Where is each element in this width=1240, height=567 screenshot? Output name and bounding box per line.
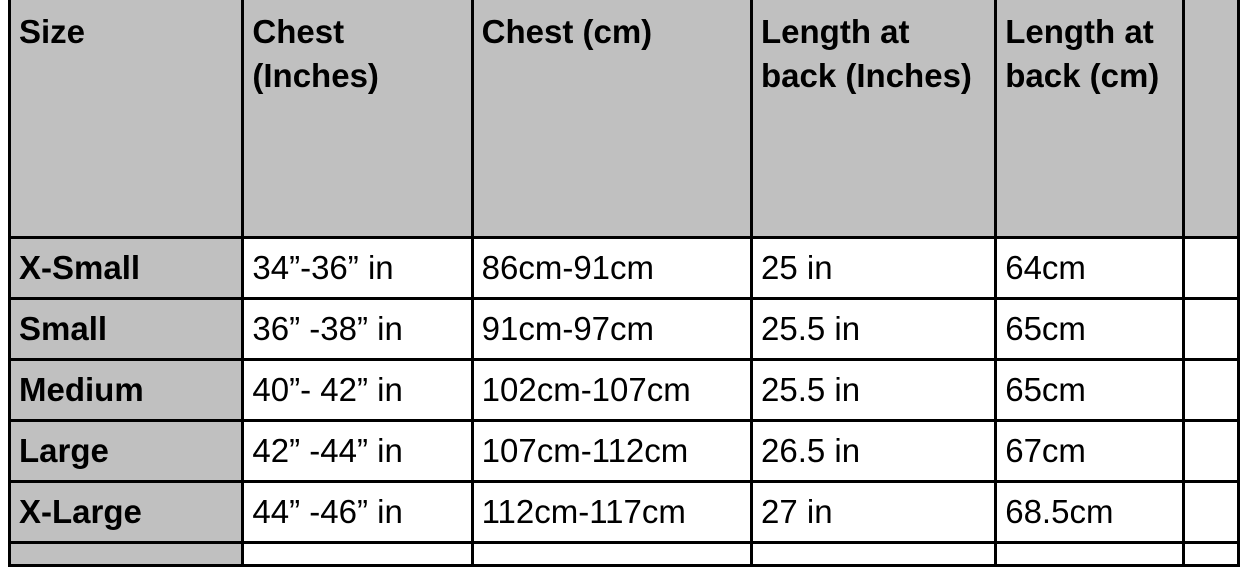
- size-cell: Small: [7, 297, 245, 361]
- extra-cell: [1181, 541, 1240, 567]
- extra-cell: [1181, 297, 1240, 361]
- table-row: X-Large 44” -46” in 112cm-117cm 27 in 68…: [7, 480, 1240, 544]
- chest-inches-cell: 34”-36” in: [241, 236, 474, 300]
- chest-cm-cell: 102cm-107cm: [470, 358, 754, 422]
- length-cm-cell: 64cm: [994, 236, 1185, 300]
- extra-cell: [1181, 358, 1240, 422]
- length-cm-cell: 65cm: [994, 297, 1185, 361]
- length-inches-cell: 27 in: [749, 480, 998, 544]
- table-row: Small 36” -38” in 91cm-97cm 25.5 in 65cm: [7, 297, 1240, 361]
- length-inches-cell: 25.5 in: [749, 358, 998, 422]
- size-chart-table: Size Chest (Inches) Chest (cm) Length at…: [7, 0, 1240, 567]
- header-row: Size Chest (Inches) Chest (cm) Length at…: [7, 0, 1240, 239]
- chest-inches-cell: 36” -38” in: [241, 297, 474, 361]
- table-row-partial: [7, 541, 1240, 567]
- size-cell: X-Large: [7, 480, 245, 544]
- header-size: Size: [7, 0, 245, 239]
- header-extra: [1181, 0, 1240, 239]
- size-cell: Large: [7, 419, 245, 483]
- chest-inches-cell: 44” -46” in: [241, 480, 474, 544]
- size-cell: X-Small: [7, 236, 245, 300]
- length-cm-cell: 67cm: [994, 419, 1185, 483]
- extra-cell: [1181, 419, 1240, 483]
- length-inches-cell: 26.5 in: [749, 419, 998, 483]
- chest-cm-cell: 91cm-97cm: [470, 297, 754, 361]
- length-inches-cell: 25.5 in: [749, 297, 998, 361]
- chest-cm-cell: [470, 541, 754, 567]
- chest-cm-cell: 86cm-91cm: [470, 236, 754, 300]
- extra-cell: [1181, 236, 1240, 300]
- table-row: Medium 40”- 42” in 102cm-107cm 25.5 in 6…: [7, 358, 1240, 422]
- chest-inches-cell: 42” -44” in: [241, 419, 474, 483]
- header-chest-inches: Chest (Inches): [241, 0, 474, 239]
- chest-inches-cell: [241, 541, 474, 567]
- length-cm-cell: 68.5cm: [994, 480, 1185, 544]
- chest-cm-cell: 107cm-112cm: [470, 419, 754, 483]
- table-row: Large 42” -44” in 107cm-112cm 26.5 in 67…: [7, 419, 1240, 483]
- length-inches-cell: 25 in: [749, 236, 998, 300]
- table-row: X-Small 34”-36” in 86cm-91cm 25 in 64cm: [7, 236, 1240, 300]
- header-chest-cm: Chest (cm): [470, 0, 754, 239]
- chest-cm-cell: 112cm-117cm: [470, 480, 754, 544]
- extra-cell: [1181, 480, 1240, 544]
- header-length-cm: Length at back (cm): [994, 0, 1185, 239]
- length-cm-cell: [994, 541, 1185, 567]
- size-cell: Medium: [7, 358, 245, 422]
- length-inches-cell: [749, 541, 998, 567]
- size-cell: [7, 541, 245, 567]
- chest-inches-cell: 40”- 42” in: [241, 358, 474, 422]
- length-cm-cell: 65cm: [994, 358, 1185, 422]
- header-length-inches: Length at back (Inches): [749, 0, 998, 239]
